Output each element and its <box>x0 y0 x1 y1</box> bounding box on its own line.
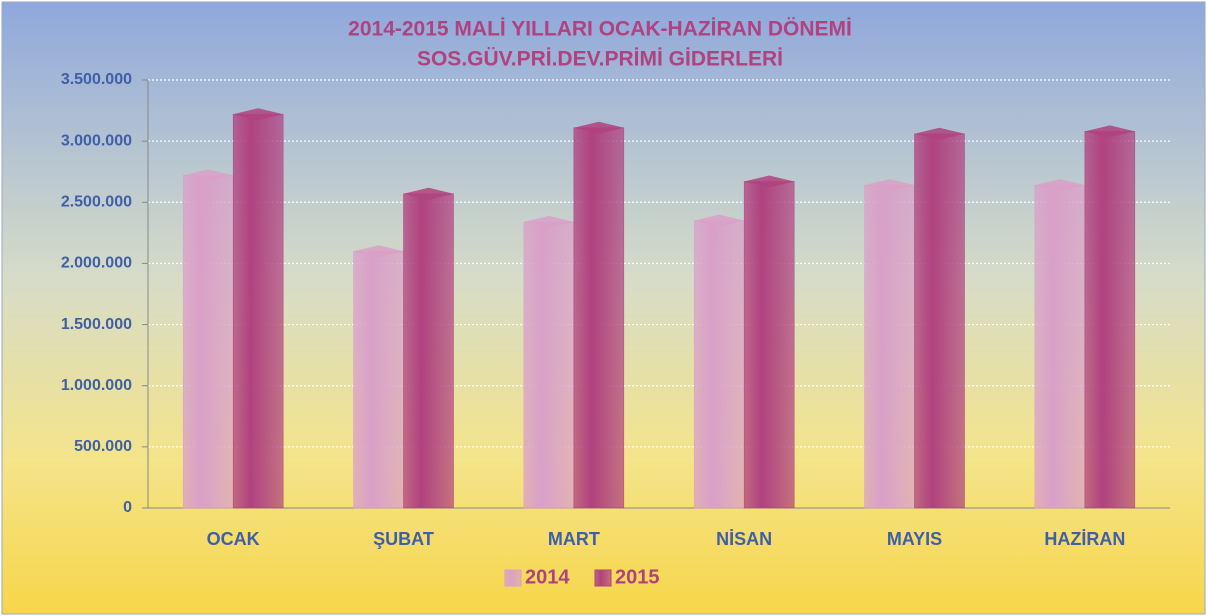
bar-cap <box>694 214 745 227</box>
y-tick-label: 2.000.000 <box>61 255 132 272</box>
y-tick-label: 1.000.000 <box>61 377 132 394</box>
bar-cap <box>233 108 284 121</box>
bar <box>353 250 404 509</box>
bar <box>403 193 454 509</box>
legend-label: 2015 <box>615 566 660 588</box>
bar-cap <box>1034 179 1085 192</box>
x-tick-label: MAYIS <box>887 529 942 549</box>
bar <box>1084 131 1136 509</box>
chart-title: 2014-2015 MALİ YILLARI OCAK-HAZİRAN DÖNE… <box>348 18 852 41</box>
chart-subtitle: SOS.GÜV.PRİ.DEV.PRİMİ GİDERLERİ <box>417 48 783 71</box>
bar-cap <box>864 179 915 192</box>
bar <box>523 221 575 509</box>
y-tick-label: 3.000.000 <box>61 132 132 149</box>
y-tick-label: 500.000 <box>74 438 132 455</box>
bar-cap <box>183 169 234 182</box>
bar <box>693 220 745 509</box>
x-tick-label: HAZİRAN <box>1044 529 1125 549</box>
bar-cap <box>573 121 624 134</box>
x-tick-label: NİSAN <box>716 529 772 549</box>
legend-swatch <box>504 569 522 587</box>
x-tick-label: MART <box>548 529 600 549</box>
bar-cap <box>523 215 574 228</box>
x-tick-label: OCAK <box>207 529 260 549</box>
bar <box>232 113 284 509</box>
bar-cap <box>353 245 404 258</box>
y-tick-label: 3.500.000 <box>61 71 132 88</box>
bar <box>182 175 234 509</box>
y-tick-label: 0 <box>123 499 132 516</box>
y-tick-label: 1.500.000 <box>61 316 132 333</box>
bar <box>743 181 795 509</box>
bar-cap <box>403 187 454 200</box>
bar <box>1034 184 1086 509</box>
legend-swatch <box>594 569 612 587</box>
legend-label: 2014 <box>525 566 570 588</box>
bar <box>914 133 965 509</box>
bar <box>864 184 915 509</box>
bar-cap <box>914 127 965 140</box>
y-tick-label: 2.500.000 <box>61 194 132 211</box>
x-tick-label: ŞUBAT <box>373 529 434 549</box>
bar-cap <box>744 175 795 188</box>
bar <box>573 127 625 509</box>
bar-cap <box>1084 125 1135 138</box>
